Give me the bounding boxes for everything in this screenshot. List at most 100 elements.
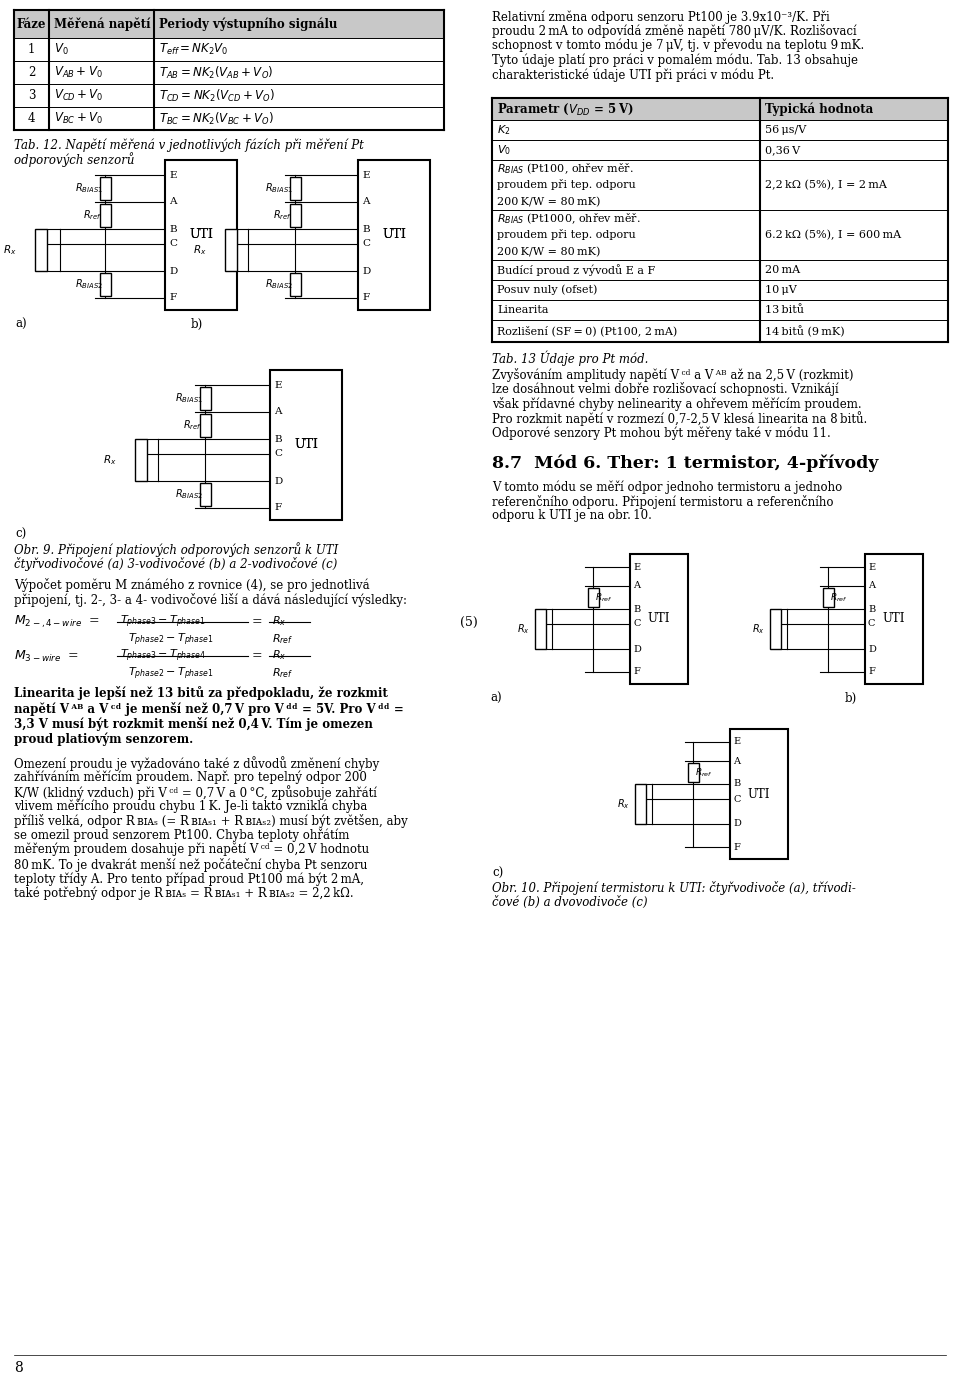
Text: Obr. 9. Připojení platiových odporových senzorů k UTI: Obr. 9. Připojení platiových odporových … [14,542,338,558]
Bar [865,553,923,684]
Text: 13 bitů: 13 bitů [765,305,804,315]
Text: také potřebný odpor je R ʙɪᴀₛ = R ʙɪᴀₛ₁ + R ʙɪᴀₛ₂ = 2,2 kΩ.: také potřebný odpor je R ʙɪᴀₛ = R ʙɪᴀₛ₁ … [14,886,353,900]
Text: Parametr ($V_{DD}$ = 5 V): Parametr ($V_{DD}$ = 5 V) [497,101,634,116]
Text: 0,36 V: 0,36 V [765,145,800,155]
Bar [687,763,699,782]
Text: schopnost v tomto módu je 7 μV, tj. v převodu na teplotu 9 mK.: schopnost v tomto módu je 7 μV, tj. v př… [492,39,864,52]
Text: $V_0$: $V_0$ [54,41,69,57]
Text: Typická hodnota: Typická hodnota [765,102,874,116]
Text: Omezení proudu je vyžadováno také z důvodů změnení chyby: Omezení proudu je vyžadováno také z důvo… [14,756,379,771]
Bar [225,229,237,270]
Text: $V_0$: $V_0$ [497,144,511,157]
Text: D: D [274,476,282,486]
Text: UTI: UTI [883,613,905,625]
Text: $M_{2-,4-wire}$  =: $M_{2-,4-wire}$ = [14,614,100,631]
Text: 8.7  Mód 6. Ther: 1 termistor, 4-přívody: 8.7 Mód 6. Ther: 1 termistor, 4-přívody [492,454,878,472]
Text: B: B [868,604,876,614]
Text: 20 mA: 20 mA [765,265,800,275]
Text: Tyto údaje platí pro práci v pomalém módu. Tab. 13 obsahuje: Tyto údaje platí pro práci v pomalém mód… [492,54,858,68]
Text: 14 bitů (9 mK): 14 bitů (9 mK) [765,326,845,337]
Text: 6.2 kΩ (5%), I = 600 mA: 6.2 kΩ (5%), I = 600 mA [765,230,901,240]
Bar [730,729,788,858]
Text: UTI: UTI [189,229,213,242]
Text: 1: 1 [28,43,36,57]
Text: F: F [868,668,875,676]
Text: C: C [733,795,740,803]
Bar [270,370,342,520]
Text: C: C [362,240,370,248]
Text: 200 K/W = 80 mK): 200 K/W = 80 mK) [497,196,600,207]
Text: D: D [362,266,371,276]
Text: $R_{ref}$: $R_{ref}$ [695,766,712,778]
Text: F: F [169,294,176,302]
Text: zahříváním měřícím proudem. Např. pro tepelný odpor 200: zahříváním měřícím proudem. Např. pro te… [14,770,367,784]
Bar [35,229,47,270]
Text: se omezil proud senzorem Pt100. Chyba teploty ohřátím: se omezil proud senzorem Pt100. Chyba te… [14,828,349,842]
Text: odporových senzorů: odporových senzorů [14,152,134,167]
Text: Linearita: Linearita [497,305,548,315]
Bar [135,439,147,482]
Text: $R_x$: $R_x$ [104,453,117,466]
Text: $T_{BC} = NK_2 (V_{BC} + V_O)$: $T_{BC} = NK_2 (V_{BC} + V_O)$ [159,110,274,127]
Text: Periody výstupního signálu: Periody výstupního signálu [159,17,337,30]
Text: $R_x$: $R_x$ [193,243,207,257]
Text: Zvyšováním amplitudy napětí V ᶜᵈ a V ᴬᴮ až na 2,5 V (rozkmit): Zvyšováním amplitudy napětí V ᶜᵈ a V ᴬᴮ … [492,368,853,382]
Text: $R_{BIAS1}$: $R_{BIAS1}$ [75,182,103,196]
Text: $T_{phase3} - T_{phase1}$: $T_{phase3} - T_{phase1}$ [120,614,205,631]
Bar [200,386,210,410]
Text: $R_{ref}$: $R_{ref}$ [830,591,848,604]
Text: $R_x$: $R_x$ [272,614,286,628]
Bar [823,588,833,607]
Text: c): c) [15,529,26,541]
Bar [290,177,300,200]
Bar [100,204,110,226]
Bar [630,553,688,684]
Text: B: B [274,435,281,443]
Text: vlivem měřícího proudu chybu 1 K. Je-li takto vzniklá chyba: vlivem měřícího proudu chybu 1 K. Je-li … [14,799,368,813]
Text: teploty třídy A. Pro tento případ proud Pt100 má být 2 mA,: teploty třídy A. Pro tento případ proud … [14,872,364,886]
Text: UTI: UTI [382,229,406,242]
Text: a): a) [15,317,27,331]
Text: A: A [733,756,740,766]
Text: UTI: UTI [189,229,213,242]
Text: $R_{ref}$: $R_{ref}$ [272,667,294,680]
Text: Linearita je lepší než 13 bitů za předpokladu, že rozkmit: Linearita je lepší než 13 bitů za předpo… [14,686,388,700]
Text: K/W (klidný vzduch) při V ᶜᵈ = 0,7 V a 0 °C, způsobuje zahřátí: K/W (klidný vzduch) při V ᶜᵈ = 0,7 V a 0… [14,785,377,800]
Text: $T_{AB} = NK_2 (V_{AB} + V_O)$: $T_{AB} = NK_2 (V_{AB} + V_O)$ [159,65,274,80]
Text: čové (b) a dvovodivoče (c): čové (b) a dvovodivoče (c) [492,896,648,909]
Text: odporu k UTI je na obr. 10.: odporu k UTI je na obr. 10. [492,509,652,523]
Text: E: E [169,171,177,179]
Text: $K_2$: $K_2$ [497,123,511,137]
Text: 4: 4 [28,112,36,126]
Text: Tab. 13 Údaje pro Pt mód.: Tab. 13 Údaje pro Pt mód. [492,351,648,366]
Bar [165,160,237,310]
Text: E: E [733,737,740,747]
Text: b): b) [845,691,857,705]
Text: Posuv nuly (ofset): Posuv nuly (ofset) [497,284,597,295]
Bar [535,609,546,649]
Text: Budící proud z vývodů E a F: Budící proud z vývodů E a F [497,264,656,276]
Text: $R_{ref}$: $R_{ref}$ [83,208,102,222]
Bar [200,483,210,506]
Text: $T_{CD} = NK_2 (V_{CD} + V_O)$: $T_{CD} = NK_2 (V_{CD} + V_O)$ [159,87,276,104]
Bar [100,273,110,295]
Text: 3: 3 [28,88,36,102]
Text: lze dosáhnout velmi dobře rozlišovací schopnosti. Vznikájí: lze dosáhnout velmi dobře rozlišovací sc… [492,382,839,396]
Text: F: F [362,294,370,302]
Text: $V_{CD}+V_0$: $V_{CD}+V_0$ [54,88,104,104]
Text: 56 μs/V: 56 μs/V [765,126,806,135]
Text: $R_{ref}$: $R_{ref}$ [183,418,202,432]
Bar [770,609,781,649]
Bar [200,414,210,437]
Text: $R_{BIAS}$ (Pt100, ohřev měř.: $R_{BIAS}$ (Pt100, ohřev měř. [497,161,634,175]
Text: Tab. 12. Napětí měřená v jednotlivých fázích při měření Pt: Tab. 12. Napětí měřená v jednotlivých fá… [14,138,364,152]
Bar [290,273,300,295]
Text: $R_{ref}$: $R_{ref}$ [273,208,292,222]
Text: $V_{AB}+V_0$: $V_{AB}+V_0$ [54,65,103,80]
Text: proud platiovým senzorem.: proud platiovým senzorem. [14,733,193,747]
Text: čtyřvodivočové (a) 3-vodivočové (b) a 2-vodivočové (c): čtyřvodivočové (a) 3-vodivočové (b) a 2-… [14,558,337,571]
Text: a): a) [490,691,502,705]
Text: 200 K/W = 80 mK): 200 K/W = 80 mK) [497,247,600,257]
Bar [100,177,110,200]
Text: c): c) [492,867,503,880]
